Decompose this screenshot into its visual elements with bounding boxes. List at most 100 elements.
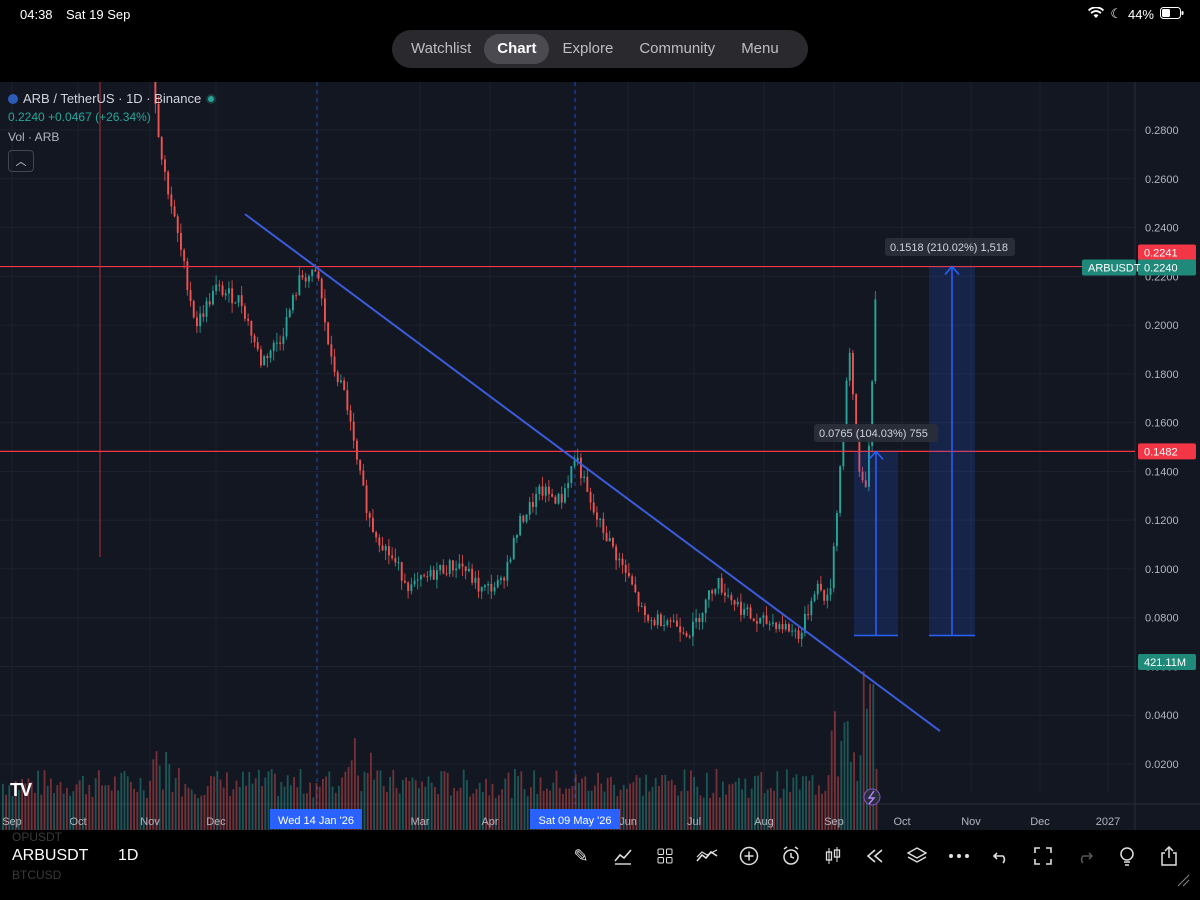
indicators-icon[interactable] [686, 842, 728, 870]
idea-icon[interactable] [1106, 842, 1148, 870]
volume-bar [472, 793, 475, 830]
toolbar-icons: ✎ [560, 842, 1190, 870]
pen-icon[interactable]: ✎ [573, 845, 589, 866]
volume-bar [635, 775, 638, 830]
volume-bar [712, 792, 715, 830]
volume-bar [8, 785, 11, 830]
volume-bar [552, 782, 555, 830]
tab-community[interactable]: Community [639, 40, 716, 57]
volume-bar [725, 794, 727, 830]
volume-bar [398, 793, 401, 830]
candle-body [352, 421, 355, 441]
candle-body [381, 545, 384, 551]
time-tick-label: Aug [754, 816, 774, 828]
redo-icon[interactable] [1064, 842, 1106, 870]
symbol-button[interactable]: ARBUSDT [12, 847, 89, 864]
candle-body [480, 587, 483, 592]
volume-bar [654, 777, 657, 830]
replay-icon[interactable] [854, 842, 896, 870]
candle-body [618, 558, 621, 561]
volume-bar [59, 782, 62, 830]
candle-body [509, 559, 512, 562]
volume-bar [738, 777, 740, 830]
cursor-date-label-1-bg [270, 809, 362, 829]
volume-bar [501, 789, 503, 830]
candle-body [221, 285, 224, 296]
candle-body [826, 594, 829, 601]
volume-bar [834, 711, 836, 830]
battery-icon [1160, 6, 1184, 22]
volume-bar [11, 795, 14, 830]
volume-bar [171, 791, 174, 830]
candle-body [724, 592, 726, 596]
candle-body [820, 583, 822, 591]
price-tick-label: 0.2800 [1145, 125, 1179, 137]
volume-bar [322, 778, 324, 830]
candle-body [404, 580, 406, 583]
candle-body [749, 607, 752, 619]
volume-bar [293, 777, 295, 830]
status-bar: 04:38 Sat 19 Sep ☾ 44% [0, 0, 1200, 30]
share-icon[interactable] [1148, 842, 1190, 870]
collapse-legend-button[interactable]: ︿ [8, 150, 34, 172]
more-icon[interactable] [938, 842, 980, 870]
candle-body [711, 590, 714, 594]
volume-bar [642, 795, 644, 830]
fullscreen-icon[interactable] [1022, 842, 1064, 870]
candle-body [391, 555, 394, 559]
volume-bar [581, 778, 583, 830]
time-tick-label: Mar [411, 816, 430, 828]
candle-body [237, 295, 240, 303]
candles-icon[interactable] [812, 842, 854, 870]
volume-bar [482, 791, 484, 830]
volume-bar [155, 751, 158, 830]
candle-body [615, 546, 618, 561]
volume-bar [802, 776, 804, 830]
undo-icon[interactable] [980, 842, 1022, 870]
time-tick-label: Dec [206, 816, 226, 828]
volume-bar [520, 771, 523, 830]
measure-small-arrowhead [868, 450, 884, 460]
resize-handle-icon[interactable] [1176, 873, 1190, 892]
tab-chart[interactable]: Chart [484, 34, 550, 64]
grid-icon[interactable] [644, 842, 686, 870]
candle-body [263, 356, 266, 366]
tab-explore[interactable]: Explore [562, 40, 614, 57]
chart-add-icon[interactable] [602, 842, 644, 870]
candle-body [669, 620, 672, 622]
market-open-icon [206, 93, 217, 104]
candle-body [320, 278, 323, 299]
legend-volume[interactable]: Vol · ARB [8, 130, 60, 144]
candle-body [436, 570, 438, 580]
candle-body [327, 322, 330, 345]
legend-symbol[interactable]: ARB / TetherUS · 1D · Binance [8, 91, 217, 106]
volume-bar [216, 770, 219, 830]
candle-body [455, 568, 458, 571]
tab-watchlist[interactable]: Watchlist [411, 40, 472, 57]
alarm-icon[interactable] [770, 842, 812, 870]
price-tick-label: 0.1200 [1145, 515, 1179, 527]
plus-icon[interactable] [728, 842, 770, 870]
volume-bar [296, 787, 299, 830]
volume-bar [763, 793, 766, 830]
interval-button[interactable]: 1D [118, 847, 139, 864]
candle-body [196, 317, 198, 327]
candle-body [637, 592, 640, 607]
candle-body [180, 232, 182, 250]
layers-icon[interactable] [896, 842, 938, 870]
candle-body [384, 546, 387, 551]
volume-bar [507, 772, 510, 830]
volume-bar [27, 778, 30, 830]
candle-body [304, 277, 307, 282]
volume-bar [424, 786, 427, 830]
price-chart[interactable]: 0.28000.26000.24000.22000.20000.18000.16… [0, 82, 1200, 830]
tab-menu[interactable]: Menu [741, 40, 779, 57]
candle-body [682, 632, 685, 634]
volume-bar [158, 765, 161, 830]
candle-body [477, 577, 480, 592]
chart-panel[interactable]: 0.2800 0.2600 0.2400 0.2200 0.2000 0.1800 0.16… [0, 82, 1200, 830]
candle-body [301, 275, 304, 278]
candle-body [736, 601, 739, 605]
candle-body [362, 470, 365, 486]
price-tick-label: 0.2600 [1145, 174, 1179, 186]
